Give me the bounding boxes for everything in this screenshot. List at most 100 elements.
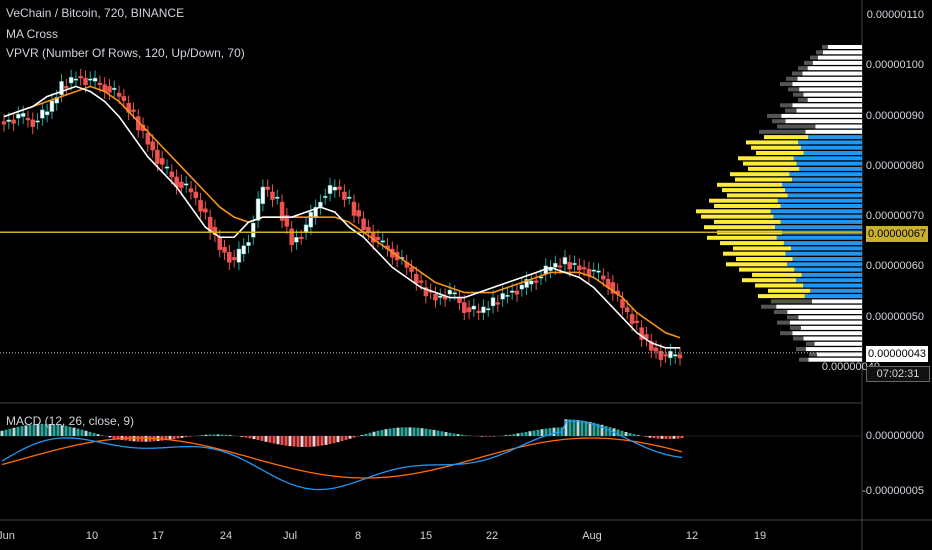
date-axis-label: 24 xyxy=(219,530,233,542)
candle-body xyxy=(44,111,50,116)
ma-slow-line xyxy=(3,85,681,339)
vpvr-bar-down xyxy=(771,299,812,304)
macd-line xyxy=(1,420,683,491)
macd-histogram-bar xyxy=(516,433,520,436)
candle-body xyxy=(500,293,505,300)
candle-body xyxy=(241,245,246,255)
vpvr-bar-down xyxy=(799,357,809,362)
macd-histogram-bar xyxy=(524,431,528,436)
macd-histogram-bar xyxy=(556,427,560,436)
date-axis-label: 15 xyxy=(419,530,433,542)
macd-legend[interactable]: MACD (12, 26, close, 9) xyxy=(6,414,135,428)
candle-body xyxy=(68,76,74,84)
candle-body xyxy=(49,100,55,112)
symbol-legend[interactable]: VeChain / Bitcoin, 720, BINANCE xyxy=(6,6,185,20)
vpvr-bar-up xyxy=(780,204,862,208)
macd-histogram-bar xyxy=(680,436,684,439)
vpvr-bar-down xyxy=(751,145,801,150)
macd-histogram-bar xyxy=(276,436,280,445)
candle-body xyxy=(332,186,338,191)
macd-histogram-bar xyxy=(40,423,44,436)
macd-histogram-bar xyxy=(444,432,448,436)
vpvr-bar-down xyxy=(742,278,796,283)
vpvr-bar-down xyxy=(785,108,797,113)
macd-histogram-bar xyxy=(212,434,216,436)
vpvr-bar-down xyxy=(739,267,795,272)
vpvr-bar-down xyxy=(790,325,801,330)
macd-histogram-bar xyxy=(216,434,220,436)
ma-cross-legend[interactable]: MA Cross xyxy=(6,27,59,41)
vpvr-bar-up xyxy=(805,347,862,352)
macd-histogram-bar xyxy=(624,431,628,436)
vpvr-bar-down xyxy=(756,151,804,155)
macd-histogram-bar xyxy=(584,421,588,436)
vpvr-bar-down xyxy=(772,119,786,124)
price-axis-label: 0.00000110 xyxy=(866,9,924,22)
macd-histogram-bar xyxy=(164,436,168,441)
vpvr-bar-down xyxy=(733,246,792,251)
candle-body xyxy=(356,210,362,217)
vpvr-bar-up xyxy=(803,151,862,155)
macd-histogram-bar xyxy=(648,436,652,438)
price-axis-label: 0.00000080 xyxy=(865,159,924,172)
candle-body xyxy=(351,201,357,216)
candle-body xyxy=(452,292,457,295)
macd-histogram-bar xyxy=(240,436,244,437)
price-axis-label: 0.00000060 xyxy=(865,260,924,273)
vpvr-bar-up xyxy=(822,50,862,55)
vpvr-bar-down xyxy=(723,251,786,256)
date-axis-label: 10 xyxy=(85,530,99,542)
macd-histogram-bar xyxy=(328,436,332,445)
vpvr-bar-up xyxy=(828,45,862,49)
vpvr-bar-up xyxy=(816,352,862,357)
vpvr-bar-down xyxy=(701,214,774,219)
macd-histogram-bar xyxy=(256,436,260,441)
candle-body xyxy=(485,308,491,311)
vpvr-bar-down xyxy=(793,336,804,341)
vpvr-bar-up xyxy=(791,246,862,251)
macd-histogram-bar xyxy=(220,434,224,436)
vpvr-bar-up xyxy=(785,119,862,124)
macd-histogram-bar xyxy=(512,434,516,436)
macd-histogram-bar xyxy=(364,433,368,436)
vpvr-bar-up xyxy=(770,209,862,214)
candle-body xyxy=(438,295,443,298)
macd-histogram-bar xyxy=(440,431,444,436)
macd-histogram-bar xyxy=(204,434,208,436)
vpvr-bar-up xyxy=(785,188,862,193)
macd-histogram-bar xyxy=(168,436,172,440)
horizontal-line-price-tag[interactable]: 0.00000067 xyxy=(866,226,928,242)
vpvr-bar-down xyxy=(759,129,806,134)
date-axis-label: 8 xyxy=(354,530,362,542)
candle-body xyxy=(251,222,256,238)
candle-body xyxy=(59,81,64,96)
candle-body xyxy=(64,86,69,89)
candle-body xyxy=(169,171,175,178)
candle-body xyxy=(509,290,515,293)
candle-body xyxy=(418,280,424,283)
macd-histogram-bar xyxy=(664,436,668,439)
vpvr-bar-down xyxy=(777,124,816,129)
macd-histogram-bar xyxy=(636,435,640,436)
vpvr-bar-up xyxy=(808,357,862,362)
vpvr-bar-down xyxy=(707,235,777,240)
macd-histogram-bar xyxy=(336,436,340,443)
vpvr-bar-up xyxy=(775,225,862,230)
macd-histogram-bar xyxy=(564,419,568,436)
macd-histogram-bar xyxy=(4,429,8,436)
vpvr-bar-up xyxy=(796,161,862,166)
price-axis-label: 0.00000040 xyxy=(821,360,880,373)
vpvr-bar-down xyxy=(796,347,806,352)
candle-body xyxy=(533,280,539,283)
macd-histogram-bar xyxy=(528,431,532,436)
macd-histogram-bar xyxy=(316,436,320,447)
vpvr-legend[interactable]: VPVR (Number Of Rows, 120, Up/Down, 70) xyxy=(6,46,245,60)
vpvr-bar-up xyxy=(800,325,862,330)
vpvr-bar-down xyxy=(746,140,799,145)
candle-body xyxy=(634,320,640,323)
vpvr-bar-down xyxy=(726,262,788,267)
macd-histogram-bar xyxy=(88,431,92,436)
candle-body xyxy=(572,262,577,265)
macd-histogram-bar xyxy=(600,424,604,436)
